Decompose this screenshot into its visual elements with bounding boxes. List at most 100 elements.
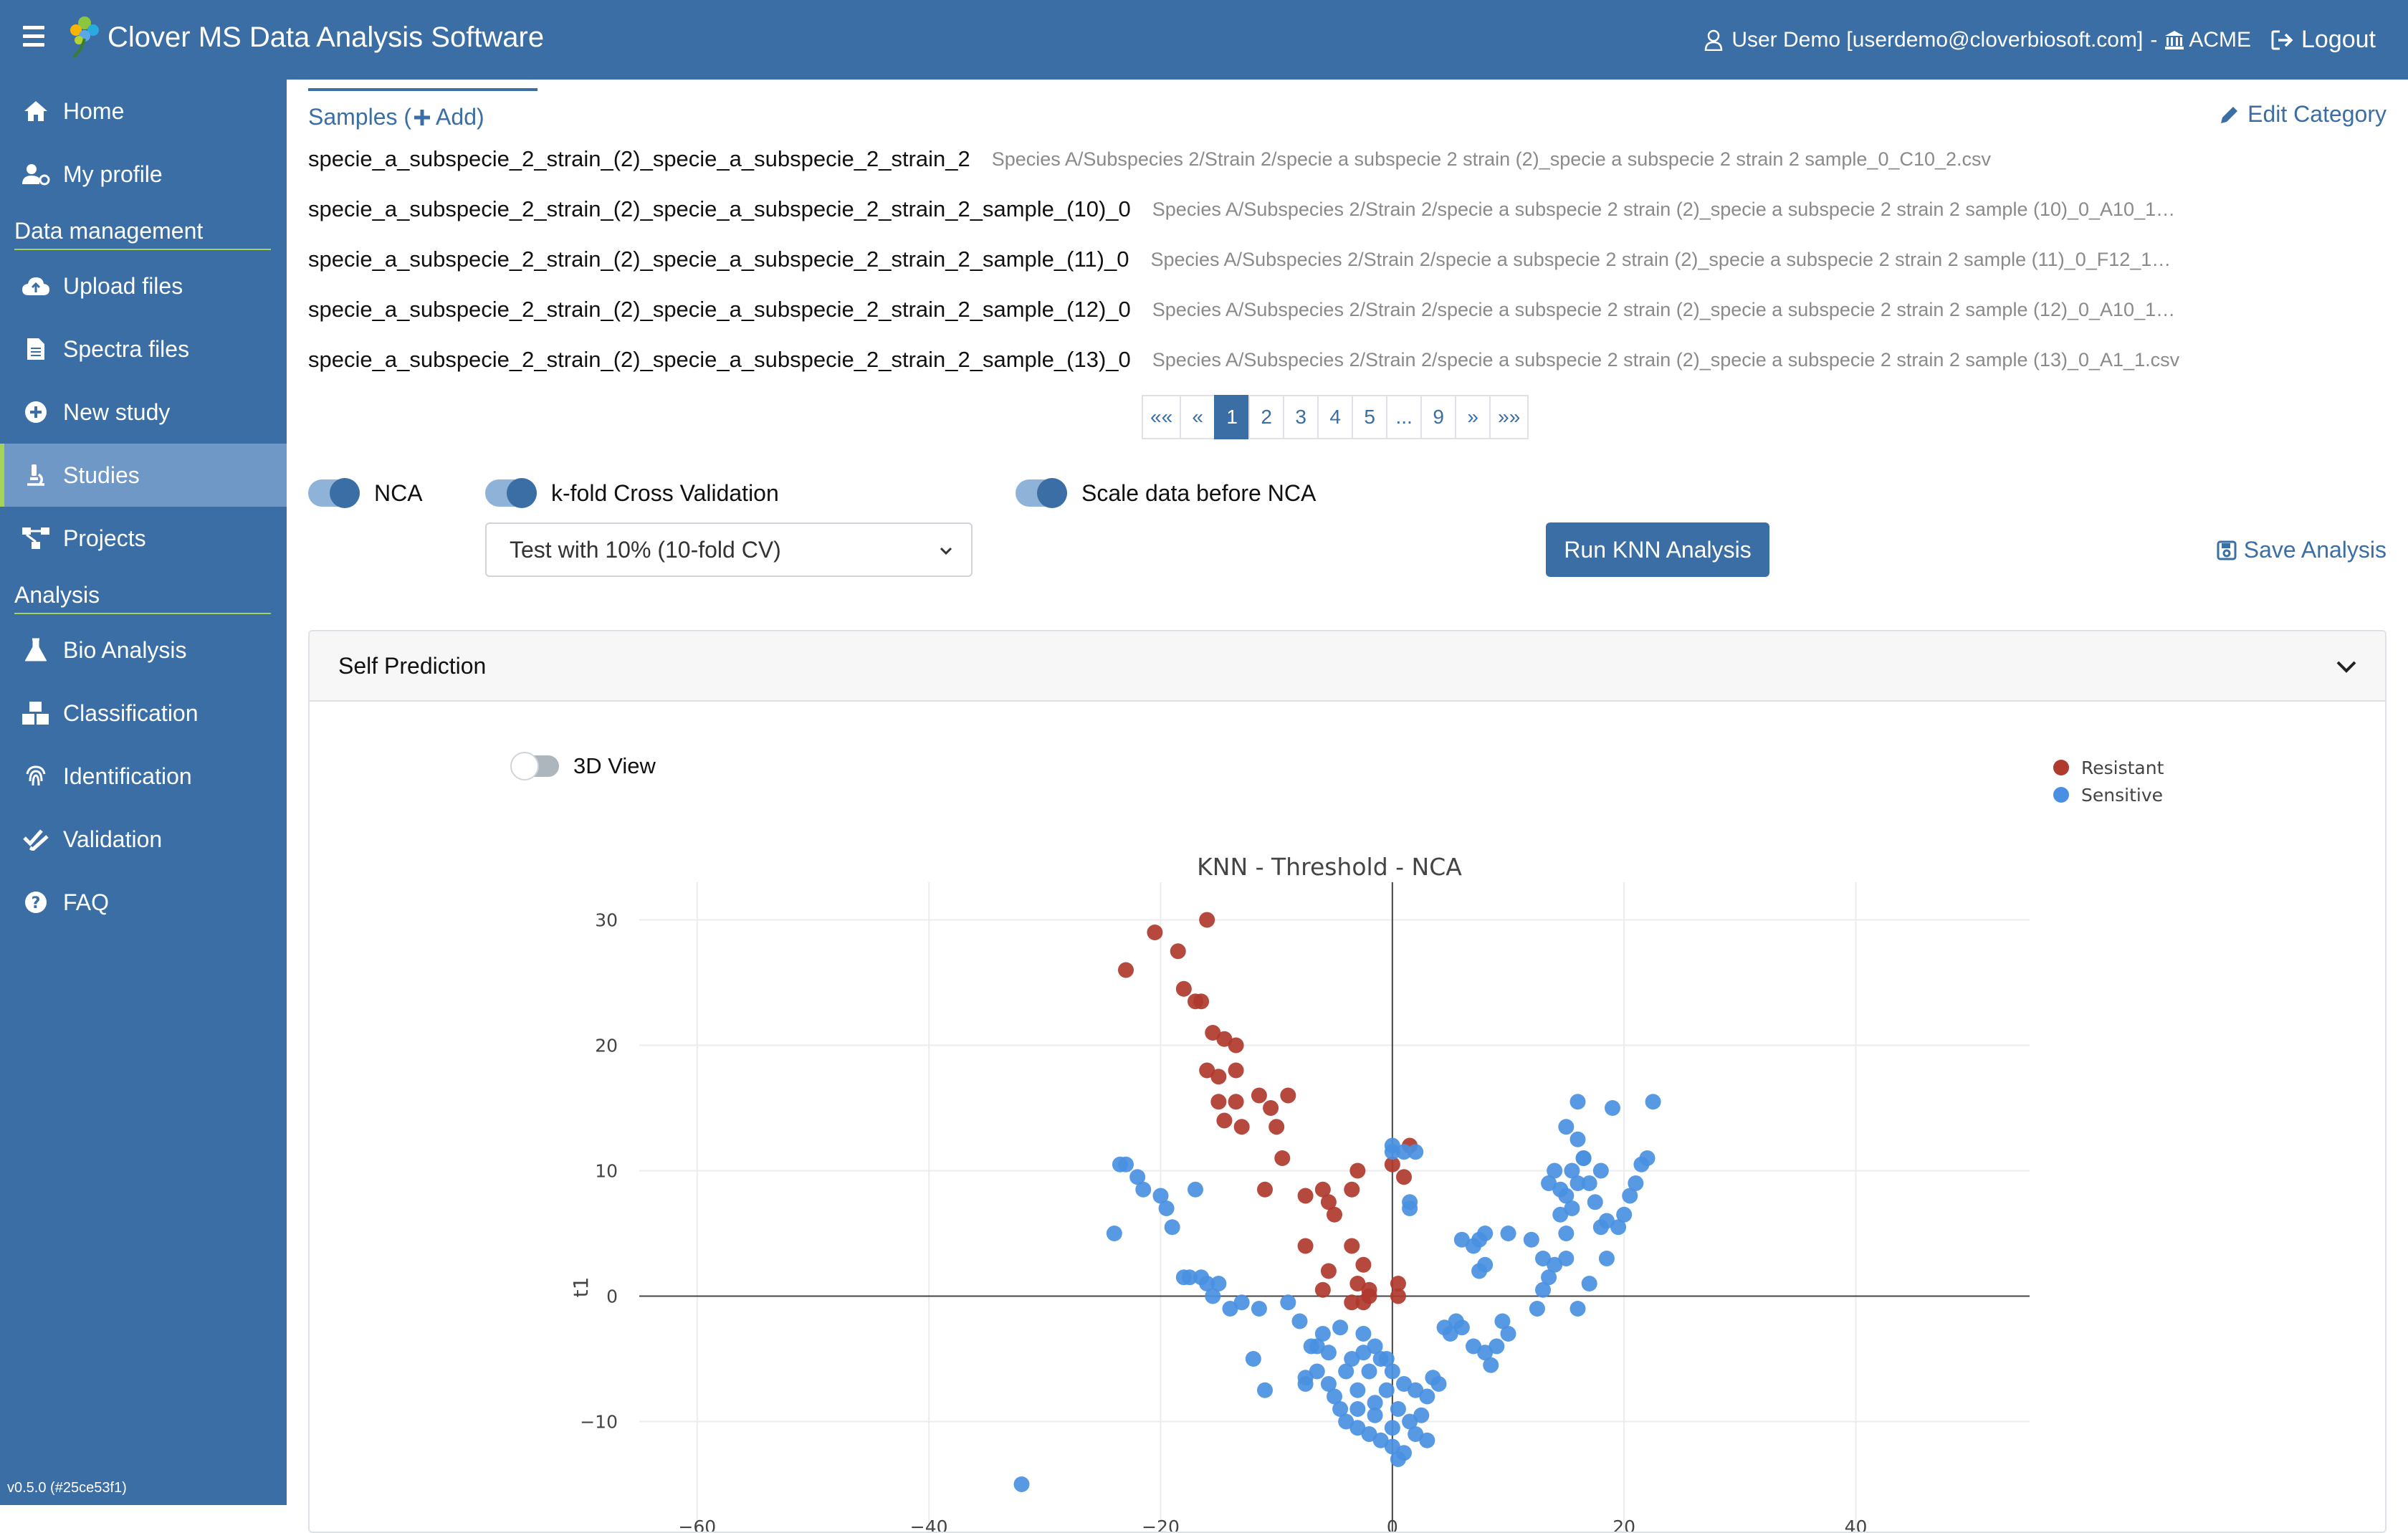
data-point-sensitive[interactable]	[1419, 1432, 1435, 1448]
self-prediction-header[interactable]: Self Prediction	[310, 631, 2385, 702]
page-3-button[interactable]: 3	[1283, 395, 1319, 439]
data-point-resistant[interactable]	[1268, 1119, 1285, 1135]
data-point-sensitive[interactable]	[1257, 1382, 1273, 1398]
sidebar-item-home[interactable]: Home	[0, 80, 287, 143]
sidebar-item-spectra-files[interactable]: Spectra files	[0, 317, 287, 381]
data-point-sensitive[interactable]	[1587, 1194, 1603, 1210]
page-prev-button[interactable]: «	[1180, 395, 1216, 439]
data-point-resistant[interactable]	[1118, 962, 1134, 978]
data-point-sensitive[interactable]	[1205, 1288, 1221, 1304]
data-point-sensitive[interactable]	[1605, 1100, 1620, 1116]
data-point-resistant[interactable]	[1349, 1162, 1366, 1179]
data-point-sensitive[interactable]	[1645, 1094, 1661, 1110]
data-point-resistant[interactable]	[1344, 1181, 1360, 1198]
data-point-sensitive[interactable]	[1384, 1438, 1400, 1455]
data-point-sensitive[interactable]	[1384, 1363, 1400, 1380]
data-point-resistant[interactable]	[1320, 1194, 1337, 1210]
sidebar-item-bio-analysis[interactable]: Bio Analysis	[0, 619, 287, 682]
data-point-resistant[interactable]	[1297, 1238, 1314, 1254]
data-point-resistant[interactable]	[1344, 1238, 1360, 1254]
data-point-sensitive[interactable]	[1500, 1326, 1516, 1342]
sidebar-item-projects[interactable]: Projects	[0, 507, 287, 570]
data-point-resistant[interactable]	[1251, 1087, 1267, 1104]
data-point-sensitive[interactable]	[1355, 1345, 1372, 1361]
data-point-sensitive[interactable]	[1477, 1226, 1494, 1241]
data-point-resistant[interactable]	[1314, 1181, 1331, 1198]
data-point-sensitive[interactable]	[1535, 1251, 1551, 1266]
legend-marker-resistant[interactable]	[2053, 760, 2069, 775]
data-point-sensitive[interactable]	[1564, 1162, 1580, 1179]
data-point-resistant[interactable]	[1228, 1037, 1244, 1054]
data-point-resistant[interactable]	[1274, 1150, 1291, 1166]
data-point-sensitive[interactable]	[1489, 1338, 1505, 1355]
data-point-resistant[interactable]	[1390, 1276, 1406, 1291]
data-point-sensitive[interactable]	[1367, 1338, 1383, 1355]
data-point-sensitive[interactable]	[1327, 1388, 1342, 1405]
data-point-sensitive[interactable]	[1338, 1413, 1354, 1430]
data-point-sensitive[interactable]	[1222, 1301, 1238, 1317]
sample-row[interactable]: specie_a_subspecie_2_strain_(2)_specie_a…	[308, 295, 2175, 324]
data-point-resistant[interactable]	[1327, 1206, 1342, 1223]
data-point-sensitive[interactable]	[1314, 1326, 1331, 1342]
run-knn-analysis-button[interactable]: Run KNN Analysis	[1546, 522, 1769, 577]
sidebar-item-validation[interactable]: Validation	[0, 808, 287, 871]
page-first-button[interactable]: ««	[1142, 395, 1182, 439]
data-point-sensitive[interactable]	[1466, 1338, 1481, 1355]
page-2-button[interactable]: 2	[1248, 395, 1285, 439]
data-point-sensitive[interactable]	[1390, 1401, 1406, 1417]
hamburger-menu-icon[interactable]	[23, 26, 44, 50]
data-point-sensitive[interactable]	[1309, 1338, 1325, 1355]
data-point-sensitive[interactable]	[1598, 1213, 1615, 1229]
data-point-sensitive[interactable]	[1320, 1376, 1337, 1392]
data-point-sensitive[interactable]	[1575, 1150, 1592, 1166]
data-point-sensitive[interactable]	[1453, 1319, 1470, 1336]
data-point-resistant[interactable]	[1199, 1062, 1215, 1079]
add-sample-button[interactable]: Add	[411, 104, 477, 130]
data-point-sensitive[interactable]	[1408, 1144, 1424, 1160]
data-point-sensitive[interactable]	[1233, 1294, 1250, 1311]
data-point-resistant[interactable]	[1390, 1288, 1406, 1304]
data-point-sensitive[interactable]	[1616, 1206, 1633, 1223]
data-point-sensitive[interactable]	[1367, 1395, 1383, 1411]
data-point-sensitive[interactable]	[1581, 1175, 1597, 1191]
data-point-resistant[interactable]	[1233, 1119, 1250, 1135]
data-point-sensitive[interactable]	[1372, 1432, 1389, 1448]
data-point-sensitive[interactable]	[1297, 1376, 1314, 1392]
data-point-sensitive[interactable]	[1338, 1363, 1354, 1380]
data-point-sensitive[interactable]	[1558, 1226, 1575, 1241]
data-point-sensitive[interactable]	[1419, 1388, 1435, 1405]
data-point-sensitive[interactable]	[1245, 1351, 1261, 1367]
data-point-resistant[interactable]	[1314, 1281, 1331, 1298]
page-1-button[interactable]: 1	[1214, 395, 1251, 439]
data-point-sensitive[interactable]	[1210, 1276, 1227, 1291]
data-point-resistant[interactable]	[1210, 1094, 1227, 1110]
data-point-sensitive[interactable]	[1442, 1326, 1458, 1342]
cv-select[interactable]: Test with 10% (10-fold CV)	[485, 522, 973, 577]
data-point-sensitive[interactable]	[1361, 1363, 1377, 1380]
data-point-sensitive[interactable]	[1361, 1426, 1377, 1442]
data-point-sensitive[interactable]	[1309, 1363, 1325, 1380]
data-point-resistant[interactable]	[1344, 1294, 1360, 1311]
sidebar-item-studies[interactable]: Studies	[0, 444, 287, 507]
data-point-sensitive[interactable]	[1367, 1407, 1383, 1423]
data-point-sensitive[interactable]	[1378, 1351, 1395, 1367]
data-point-sensitive[interactable]	[1344, 1351, 1360, 1367]
page-next-button[interactable]: »	[1455, 395, 1491, 439]
data-point-resistant[interactable]	[1280, 1087, 1296, 1104]
data-point-sensitive[interactable]	[1535, 1281, 1551, 1298]
data-point-sensitive[interactable]	[1181, 1269, 1198, 1286]
data-point-sensitive[interactable]	[1129, 1169, 1146, 1185]
data-point-resistant[interactable]	[1205, 1025, 1221, 1041]
page-4-button[interactable]: 4	[1317, 395, 1354, 439]
data-point-resistant[interactable]	[1361, 1288, 1377, 1304]
sample-row[interactable]: specie_a_subspecie_2_strain_(2)_specie_a…	[308, 145, 1991, 173]
page-9-button[interactable]: 9	[1420, 395, 1457, 439]
data-point-resistant[interactable]	[1320, 1263, 1337, 1279]
data-point-sensitive[interactable]	[1570, 1094, 1586, 1110]
data-point-sensitive[interactable]	[1598, 1251, 1615, 1266]
data-point-sensitive[interactable]	[1152, 1188, 1169, 1204]
data-point-sensitive[interactable]	[1408, 1382, 1424, 1398]
sidebar-item-faq[interactable]: ? FAQ	[0, 871, 287, 934]
data-point-sensitive[interactable]	[1408, 1426, 1424, 1442]
logout-button[interactable]: Logout	[2271, 26, 2376, 54]
